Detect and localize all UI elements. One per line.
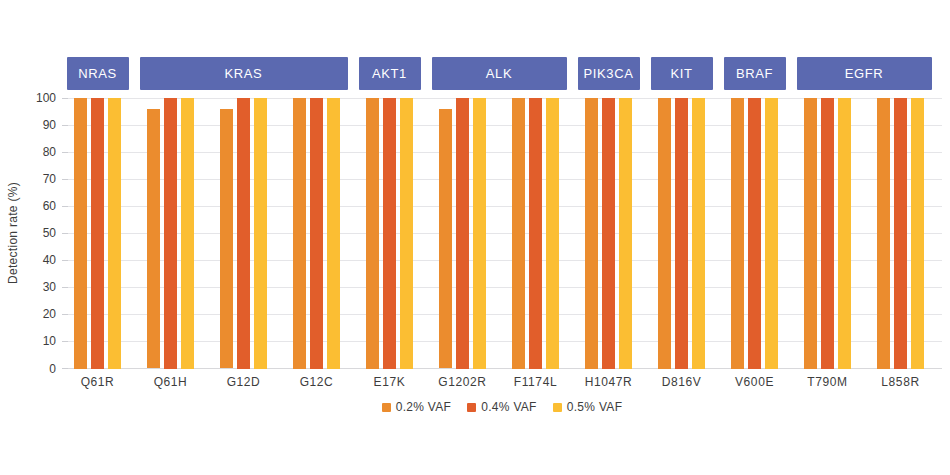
y-tick-mark — [62, 260, 68, 261]
bar-d816v-0-2-vaf — [658, 98, 671, 369]
legend: 0.2% VAF 0.4% VAF 0.5% VAF — [62, 397, 942, 417]
bar-v600e-0-4-vaf — [748, 98, 761, 369]
y-tick-mark — [62, 341, 68, 342]
x-label-h1047r: H1047R — [571, 375, 647, 389]
bar-q61h-0-4-vaf — [164, 98, 177, 369]
x-label-d816v: D816V — [644, 375, 720, 389]
bar-q61h-0-5-vaf — [181, 98, 194, 369]
y-tick-label: 0 — [14, 362, 56, 376]
x-label-t790m: T790M — [790, 375, 866, 389]
bar-l858r-0-2-vaf — [877, 98, 890, 369]
bar-l858r-0-5-vaf — [911, 98, 924, 369]
gene-header-egfr: EGFR — [797, 57, 932, 90]
y-tick-mark — [62, 314, 68, 315]
bar-q61r-0-2-vaf — [74, 98, 87, 369]
y-tick-mark — [62, 287, 68, 288]
bar-g1202r-0-2-vaf — [439, 109, 452, 369]
legend-item-0-2-vaf: 0.2% VAF — [382, 400, 452, 414]
x-label-g1202r: G1202R — [425, 375, 501, 389]
y-tick-mark — [62, 98, 68, 99]
bar-v600e-0-2-vaf — [731, 98, 744, 369]
gene-header-kit: KIT — [651, 57, 713, 90]
bar-h1047r-0-5-vaf — [619, 98, 632, 369]
gene-header-pik3ca: PIK3CA — [578, 57, 640, 90]
y-tick-mark — [62, 233, 68, 234]
bar-e17k-0-4-vaf — [383, 98, 396, 369]
y-tick-label: 10 — [14, 334, 56, 348]
gene-header-alk: ALK — [432, 57, 567, 90]
detection-rate-bar-chart: Detection rate (%) 010203040506070809010… — [0, 0, 950, 475]
y-tick-label: 70 — [14, 172, 56, 186]
y-tick-mark — [62, 152, 68, 153]
bar-g12c-0-4-vaf — [310, 98, 323, 369]
y-tick-mark — [62, 179, 68, 180]
bar-g12c-0-5-vaf — [327, 98, 340, 369]
gene-header-braf: BRAF — [724, 57, 786, 90]
bar-e17k-0-5-vaf — [400, 98, 413, 369]
bar-g12d-0-4-vaf — [237, 98, 250, 369]
bar-f1174l-0-2-vaf — [512, 98, 525, 369]
y-tick-label: 20 — [14, 307, 56, 321]
legend-swatch-icon — [382, 403, 391, 412]
y-tick-label: 50 — [14, 226, 56, 240]
legend-label: 0.2% VAF — [396, 400, 452, 414]
bar-f1174l-0-4-vaf — [529, 98, 542, 369]
legend-swatch-icon — [553, 403, 562, 412]
gene-header-kras: KRAS — [140, 57, 348, 90]
bar-g12c-0-2-vaf — [293, 98, 306, 369]
legend-label: 0.5% VAF — [567, 400, 623, 414]
bar-t790m-0-2-vaf — [804, 98, 817, 369]
bar-g12d-0-2-vaf — [220, 109, 233, 369]
x-label-q61h: Q61H — [133, 375, 209, 389]
gene-header-nras: NRAS — [67, 57, 129, 90]
y-tick-label: 100 — [14, 91, 56, 105]
bar-q61r-0-4-vaf — [91, 98, 104, 369]
bar-g1202r-0-5-vaf — [473, 98, 486, 369]
bar-h1047r-0-2-vaf — [585, 98, 598, 369]
x-label-l858r: L858R — [863, 375, 939, 389]
legend-swatch-icon — [467, 403, 476, 412]
x-label-q61r: Q61R — [60, 375, 136, 389]
bar-h1047r-0-4-vaf — [602, 98, 615, 369]
bar-d816v-0-4-vaf — [675, 98, 688, 369]
bar-f1174l-0-5-vaf — [546, 98, 559, 369]
y-tick-mark — [62, 125, 68, 126]
x-label-f1174l: F1174L — [498, 375, 574, 389]
x-label-g12d: G12D — [206, 375, 282, 389]
y-tick-label: 90 — [14, 118, 56, 132]
y-tick-mark — [62, 368, 68, 369]
bar-g1202r-0-4-vaf — [456, 98, 469, 369]
bar-l858r-0-4-vaf — [894, 98, 907, 369]
bar-t790m-0-5-vaf — [838, 98, 851, 369]
y-tick-label: 80 — [14, 145, 56, 159]
bar-g12d-0-5-vaf — [254, 98, 267, 369]
bar-d816v-0-5-vaf — [692, 98, 705, 369]
y-tick-label: 60 — [14, 199, 56, 213]
x-label-e17k: E17K — [352, 375, 428, 389]
bar-q61h-0-2-vaf — [147, 109, 160, 369]
y-tick-label: 40 — [14, 253, 56, 267]
bar-q61r-0-5-vaf — [108, 98, 121, 369]
y-tick-label: 30 — [14, 280, 56, 294]
legend-label: 0.4% VAF — [481, 400, 537, 414]
y-tick-mark — [62, 206, 68, 207]
bar-t790m-0-4-vaf — [821, 98, 834, 369]
legend-item-0-5-vaf: 0.5% VAF — [553, 400, 623, 414]
bar-v600e-0-5-vaf — [765, 98, 778, 369]
legend-item-0-4-vaf: 0.4% VAF — [467, 400, 537, 414]
bar-e17k-0-2-vaf — [366, 98, 379, 369]
x-label-v600e: V600E — [717, 375, 793, 389]
gene-header-akt1: AKT1 — [359, 57, 421, 90]
x-label-g12c: G12C — [279, 375, 355, 389]
